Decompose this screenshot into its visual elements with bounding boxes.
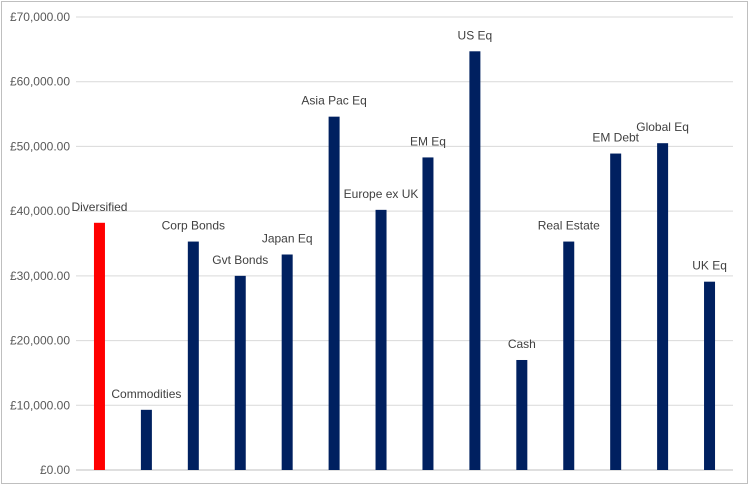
bar-us-eq [469, 51, 481, 470]
bars [93, 51, 716, 470]
category-label: Gvt Bonds [212, 253, 268, 267]
y-tick-label: £70,000.00 [10, 10, 70, 24]
bar-commodities [140, 409, 152, 470]
category-label: Europe ex UK [344, 187, 419, 201]
y-tick-label: £40,000.00 [10, 204, 70, 218]
y-tick-label: £10,000.00 [10, 398, 70, 412]
bar-diversified [93, 222, 105, 470]
category-label: Corp Bonds [162, 219, 225, 233]
category-label: Asia Pac Eq [301, 94, 366, 108]
category-label: Japan Eq [262, 232, 313, 246]
bar-asia-pac-eq [328, 116, 340, 470]
y-tick-label: £20,000.00 [10, 334, 70, 348]
category-label: Real Estate [538, 219, 600, 233]
category-label: Diversified [71, 200, 127, 214]
bar-global-eq [657, 143, 669, 470]
category-label: Commodities [111, 387, 181, 401]
data-labels: Diversified Commodities Corp Bonds Gvt Bond… [71, 28, 726, 401]
category-label: EM Eq [410, 134, 446, 148]
bar-japan-eq [281, 254, 293, 470]
category-label: Cash [508, 337, 536, 351]
bar-em-eq [422, 157, 434, 470]
y-tick-label: £50,000.00 [10, 139, 70, 153]
y-tick-label: £30,000.00 [10, 269, 70, 283]
bar-europe-ex-uk [375, 209, 387, 470]
bar-cash [516, 359, 528, 470]
category-label: UK Eq [692, 259, 727, 273]
y-tick-label: £60,000.00 [10, 75, 70, 89]
bar-em-debt [610, 153, 622, 470]
bar-uk-eq [704, 281, 716, 470]
bar-gvt-bonds [234, 275, 246, 470]
bar-real-estate [563, 241, 575, 470]
bar-corp-bonds [187, 241, 199, 470]
y-axis-ticks: £0.00 £10,000.00 £20,000.00 £30,000.00 £40,0… [10, 10, 70, 477]
category-label: Global Eq [636, 120, 689, 134]
gridlines [76, 16, 733, 471]
y-tick-label: £0.00 [40, 463, 70, 477]
category-label: US Eq [458, 28, 493, 42]
category-label: EM Debt [592, 131, 639, 145]
